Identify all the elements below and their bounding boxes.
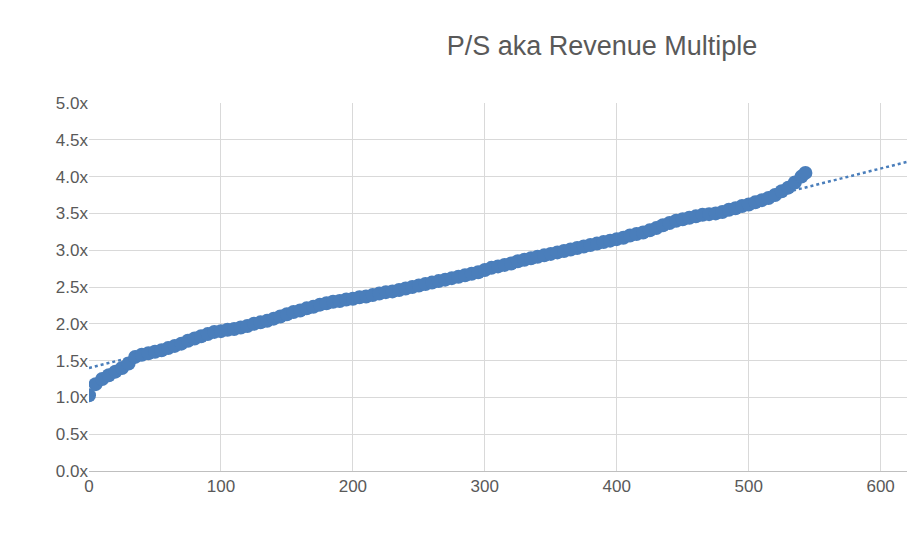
svg-text:2.5x: 2.5x [56,278,89,297]
svg-text:1.0x: 1.0x [56,388,89,407]
svg-text:3.5x: 3.5x [56,204,89,223]
svg-text:100: 100 [207,477,235,496]
svg-text:2.0x: 2.0x [56,315,89,334]
svg-text:300: 300 [471,477,499,496]
svg-text:4.0x: 4.0x [56,168,89,187]
svg-text:P/S aka Revenue Multiple: P/S aka Revenue Multiple [447,31,758,61]
svg-text:0.5x: 0.5x [56,425,89,444]
svg-text:0: 0 [84,477,93,496]
svg-text:500: 500 [734,477,762,496]
svg-text:600: 600 [866,477,894,496]
svg-text:1.5x: 1.5x [56,352,89,371]
svg-text:0.0x: 0.0x [56,462,89,481]
svg-text:400: 400 [603,477,631,496]
svg-text:4.5x: 4.5x [56,131,89,150]
svg-text:5.0x: 5.0x [56,94,89,113]
svg-text:3.0x: 3.0x [56,241,89,260]
svg-text:200: 200 [339,477,367,496]
